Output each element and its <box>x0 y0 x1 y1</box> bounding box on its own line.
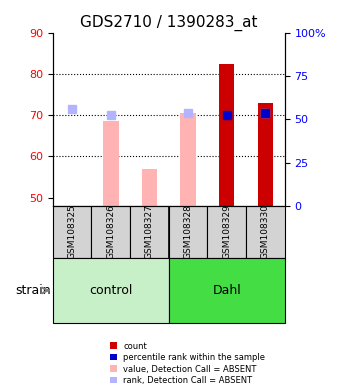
Text: control: control <box>89 284 132 297</box>
Text: GSM108329: GSM108329 <box>222 204 231 259</box>
FancyBboxPatch shape <box>91 206 130 258</box>
Bar <box>219 63 234 206</box>
Bar <box>103 121 119 206</box>
Text: strain: strain <box>15 284 51 297</box>
Bar <box>142 169 157 206</box>
FancyBboxPatch shape <box>207 206 246 258</box>
Bar <box>257 103 273 206</box>
Legend: count, percentile rank within the sample, value, Detection Call = ABSENT, rank, : count, percentile rank within the sample… <box>107 339 268 384</box>
Bar <box>180 113 196 206</box>
FancyBboxPatch shape <box>130 206 169 258</box>
Text: GSM108325: GSM108325 <box>68 204 77 259</box>
FancyBboxPatch shape <box>169 258 285 323</box>
Text: GSM108330: GSM108330 <box>261 204 270 260</box>
FancyBboxPatch shape <box>53 206 91 258</box>
FancyBboxPatch shape <box>246 206 285 258</box>
FancyBboxPatch shape <box>53 258 169 323</box>
Text: GSM108328: GSM108328 <box>183 204 193 259</box>
Text: GSM108326: GSM108326 <box>106 204 115 259</box>
Text: GSM108327: GSM108327 <box>145 204 154 259</box>
Title: GDS2710 / 1390283_at: GDS2710 / 1390283_at <box>80 15 257 31</box>
Text: Dahl: Dahl <box>212 284 241 297</box>
FancyBboxPatch shape <box>169 206 207 258</box>
